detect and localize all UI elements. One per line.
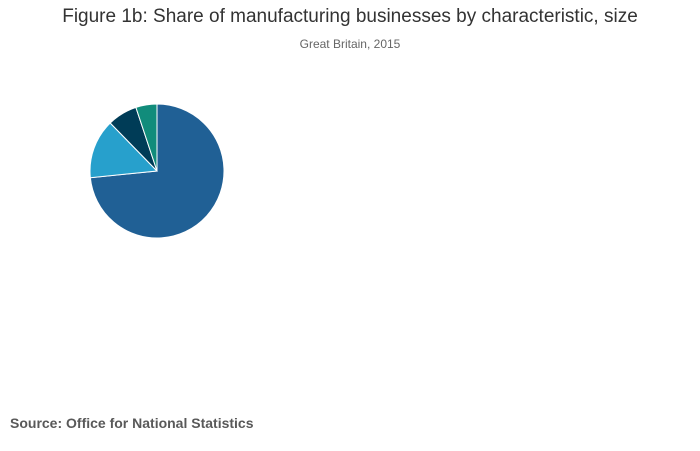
chart-subtitle: Great Britain, 2015 [299,37,401,51]
chart-title: Figure 1b: Share of manufacturing busine… [62,6,638,27]
pie-slice-4[interactable] [135,103,158,172]
source-note: Source: Office for National Statistics [10,415,254,431]
pie-slice-2[interactable] [89,122,159,179]
